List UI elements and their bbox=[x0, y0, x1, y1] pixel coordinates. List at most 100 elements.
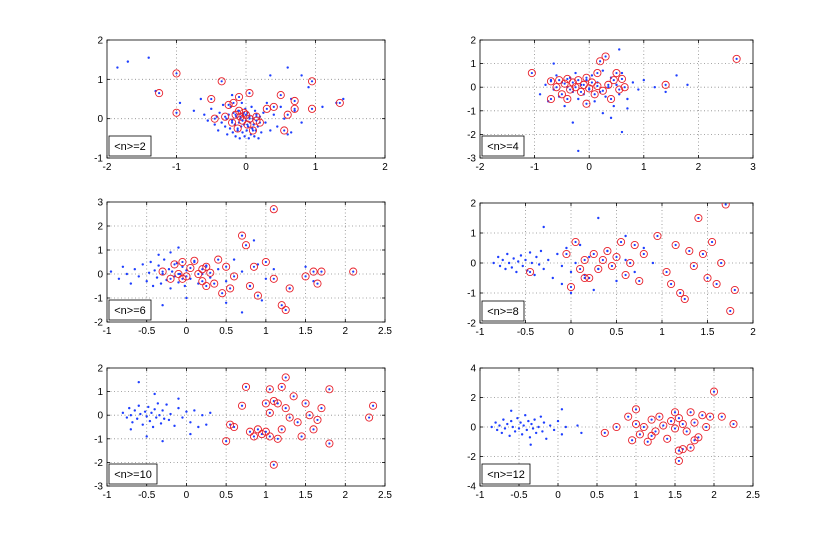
data-point bbox=[217, 268, 220, 271]
circled-point-center bbox=[688, 249, 691, 253]
data-point bbox=[221, 103, 225, 107]
data-point bbox=[642, 78, 645, 82]
plot-frame bbox=[106, 201, 386, 323]
circled-point-center bbox=[593, 93, 596, 96]
circled-point-center bbox=[571, 81, 574, 84]
circled-point bbox=[639, 249, 648, 259]
legend-label: <n>=8 bbox=[487, 306, 519, 318]
circled-point-center bbox=[623, 86, 626, 89]
data-point bbox=[615, 279, 618, 283]
data-point bbox=[192, 109, 196, 113]
data-point bbox=[178, 272, 182, 276]
circled-point-center bbox=[683, 297, 686, 301]
circled-point-center bbox=[300, 435, 303, 438]
circled-point-center bbox=[280, 304, 283, 307]
x-tick-label: 1 bbox=[263, 326, 269, 337]
data-point bbox=[156, 402, 160, 405]
x-tick-label: 1.5 bbox=[299, 326, 313, 337]
data-point bbox=[243, 135, 246, 138]
circled-point-center bbox=[677, 449, 681, 452]
data-point bbox=[675, 74, 678, 77]
data-point bbox=[151, 425, 155, 429]
data-point bbox=[686, 83, 689, 87]
circled-point-center bbox=[610, 264, 614, 268]
circled-point bbox=[670, 408, 680, 417]
circled-point-center bbox=[565, 252, 568, 256]
y-tick-label: -2 bbox=[467, 130, 476, 141]
circled-point-center bbox=[706, 276, 709, 280]
circled-point-center bbox=[177, 272, 180, 276]
circled-point bbox=[703, 273, 712, 283]
circled-point-center bbox=[530, 71, 533, 75]
circled-point-center bbox=[158, 92, 161, 95]
data-point bbox=[183, 284, 187, 288]
data-point bbox=[519, 254, 523, 257]
data-point bbox=[533, 418, 536, 421]
x-tick-label: 1 bbox=[633, 490, 639, 501]
circled-point bbox=[563, 94, 572, 104]
circled-point-center bbox=[528, 270, 532, 274]
x-tick-label: 0.5 bbox=[219, 490, 233, 501]
circled-point bbox=[265, 432, 274, 441]
circled-point bbox=[230, 422, 239, 432]
circled-point-center bbox=[296, 421, 299, 424]
data-point bbox=[185, 296, 188, 300]
data-point bbox=[560, 264, 564, 268]
circled-point bbox=[670, 424, 680, 433]
data-point bbox=[520, 433, 524, 436]
x-tick-label: -0.5 bbox=[510, 490, 528, 501]
data-point bbox=[240, 101, 244, 105]
circled-point bbox=[593, 68, 602, 78]
circled-point bbox=[249, 262, 258, 271]
circled-point bbox=[245, 427, 255, 436]
circled-point-center bbox=[624, 273, 627, 277]
data-point bbox=[165, 403, 168, 406]
data-point bbox=[231, 131, 234, 134]
circled-point bbox=[269, 274, 278, 283]
data-point bbox=[538, 93, 542, 96]
circled-point bbox=[678, 419, 687, 429]
circled-point-center bbox=[240, 404, 244, 407]
circled-point bbox=[582, 99, 591, 108]
data-point bbox=[143, 410, 147, 413]
data-point bbox=[533, 273, 536, 277]
circled-point-center bbox=[710, 240, 714, 244]
plot-frame bbox=[106, 367, 386, 487]
circled-point bbox=[639, 422, 648, 432]
circled-point-center bbox=[320, 407, 323, 410]
circled-point bbox=[241, 241, 251, 250]
data-point bbox=[612, 104, 615, 108]
circled-point-center bbox=[280, 385, 283, 388]
circled-point bbox=[527, 68, 536, 78]
circled-point-center bbox=[642, 425, 645, 429]
legend-label: <n>=2 bbox=[114, 141, 146, 153]
circled-point bbox=[214, 255, 223, 264]
legend-box bbox=[108, 463, 158, 485]
circled-point bbox=[607, 261, 617, 271]
data-point bbox=[145, 435, 148, 438]
circled-point-center bbox=[615, 71, 618, 75]
circled-point-center bbox=[328, 442, 331, 445]
x-tick-label: -1 bbox=[172, 162, 181, 173]
circled-point bbox=[706, 412, 715, 421]
data-point bbox=[626, 107, 629, 110]
circled-point bbox=[709, 387, 719, 396]
circled-point bbox=[237, 231, 247, 240]
circled-point bbox=[239, 108, 248, 117]
circled-point bbox=[241, 382, 251, 391]
x-tick-label: -0.5 bbox=[138, 326, 156, 337]
data-point bbox=[177, 281, 180, 284]
subplot-6: -1 -0.5 0 0.5 1 1.5 2 2.5 -4 -2 0 2 4 <n>=12 bbox=[467, 364, 760, 502]
data-point bbox=[542, 267, 545, 271]
data-point bbox=[210, 107, 213, 111]
circled-point-center bbox=[620, 77, 624, 81]
y-tick-label: -2 bbox=[467, 452, 476, 463]
circled-point bbox=[210, 114, 219, 123]
x-tick-label: -0.5 bbox=[517, 327, 535, 338]
data-point bbox=[129, 414, 133, 417]
data-point bbox=[121, 411, 125, 415]
circled-point-center bbox=[574, 240, 577, 244]
circled-point bbox=[265, 385, 274, 394]
circled-point-center bbox=[615, 425, 618, 429]
